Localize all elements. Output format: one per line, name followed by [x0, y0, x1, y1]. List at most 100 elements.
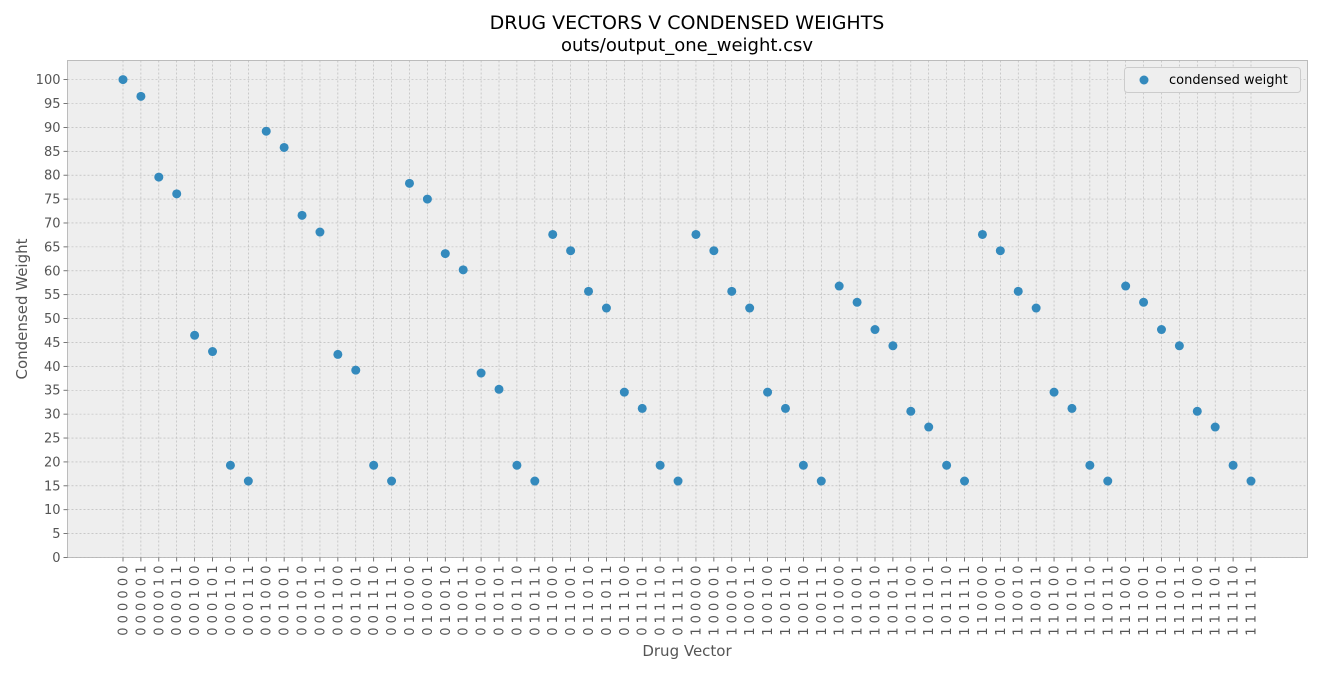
data-point [279, 142, 289, 152]
y-tick-label: 45 [44, 336, 61, 351]
data-point [1013, 286, 1023, 296]
data-point [906, 406, 916, 416]
data-point [1246, 476, 1256, 486]
y-tick-label: 15 [44, 479, 61, 494]
y-tick-label: 0 [52, 551, 60, 566]
y-tick-label: 30 [44, 408, 61, 423]
x-tick-label: 1 0 1 1 0 0 [904, 566, 919, 636]
data-point [655, 460, 665, 470]
chart-subtitle: outs/output_one_weight.csv [561, 35, 813, 56]
y-tick-label: 95 [44, 97, 61, 112]
x-tick-label: 1 1 0 1 0 1 [1065, 566, 1080, 636]
x-tick-label: 0 0 1 1 0 0 [331, 566, 346, 636]
y-tick-label: 55 [44, 288, 61, 303]
chart-title: DRUG VECTORS V CONDENSED WEIGHTS [490, 12, 885, 34]
y-tick-label: 70 [44, 216, 61, 231]
x-tick-label: 0 1 1 0 1 1 [600, 566, 615, 636]
data-point [351, 365, 361, 375]
y-tick-label: 80 [44, 169, 61, 184]
data-point [1085, 460, 1095, 470]
data-point [422, 194, 432, 204]
data-point [834, 281, 844, 291]
x-tick-label: 0 1 1 0 0 0 [546, 566, 561, 636]
data-point [1103, 476, 1113, 486]
data-point [709, 246, 719, 256]
data-point [1031, 303, 1041, 313]
x-tick-label: 0 0 0 0 1 1 [170, 566, 185, 636]
y-tick-label: 5 [52, 527, 60, 542]
data-point [727, 286, 737, 296]
x-tick-label: 0 1 0 0 1 0 [439, 566, 454, 636]
x-tick-label: 0 0 1 0 1 0 [296, 566, 311, 636]
x-tick-label: 1 1 0 1 1 0 [1083, 566, 1098, 636]
data-point [924, 422, 934, 432]
x-tick-label: 0 1 0 0 0 1 [421, 566, 436, 636]
data-point [404, 178, 414, 188]
x-axis-label: Drug Vector [642, 642, 732, 660]
data-point [870, 325, 880, 335]
x-tick-label: 1 1 0 0 0 0 [976, 566, 991, 636]
x-tick-label: 1 0 1 0 1 1 [886, 566, 901, 636]
x-tick-label: 0 1 0 1 0 1 [493, 566, 508, 636]
x-tick-label: 1 1 0 0 1 0 [1012, 566, 1027, 636]
data-point [458, 265, 468, 275]
x-tick-label: 1 1 1 1 0 1 [1209, 566, 1224, 636]
data-point [1121, 281, 1131, 291]
x-tick-label: 1 1 0 1 1 1 [1101, 566, 1116, 636]
x-tick-label: 1 0 1 0 0 1 [851, 566, 866, 636]
data-point [566, 246, 576, 256]
data-point [584, 286, 594, 296]
x-tick-label: 1 1 1 1 1 0 [1227, 566, 1242, 636]
data-point [1139, 297, 1149, 307]
x-tick-label: 1 0 1 0 0 0 [833, 566, 848, 636]
data-point [1156, 325, 1166, 335]
legend: condensed weight [1124, 67, 1301, 93]
x-tick-label: 0 1 1 1 0 0 [618, 566, 633, 636]
data-point [440, 249, 450, 259]
y-tick-label: 60 [44, 264, 61, 279]
x-tick-label: 0 0 0 1 1 1 [242, 566, 257, 636]
data-point [619, 387, 629, 397]
x-tick-label: 1 1 1 0 1 0 [1155, 566, 1170, 636]
data-point [297, 210, 307, 220]
x-tick-label: 0 0 1 1 0 1 [349, 566, 364, 636]
data-point [637, 403, 647, 413]
data-point [1174, 341, 1184, 351]
data-points [118, 75, 1256, 486]
x-tick-label: 1 1 1 1 1 1 [1245, 566, 1260, 636]
data-point [118, 75, 128, 85]
x-tick-label: 1 0 0 1 1 1 [815, 566, 830, 636]
data-point [745, 303, 755, 313]
y-tick-label: 90 [44, 121, 61, 136]
y-tick-label: 25 [44, 432, 61, 447]
x-tick-label: 0 0 1 1 1 1 [385, 566, 400, 636]
data-point [763, 387, 773, 397]
data-point [530, 476, 540, 486]
x-tick-label: 0 0 1 0 1 1 [313, 566, 328, 636]
data-point [816, 476, 826, 486]
data-point [852, 297, 862, 307]
data-point [154, 172, 164, 182]
y-axis-label: Condensed Weight [13, 238, 31, 379]
data-point [225, 460, 235, 470]
x-tick-label: 0 0 0 1 1 0 [224, 566, 239, 636]
x-tick-label: 0 1 0 0 0 0 [403, 566, 418, 636]
data-point [601, 303, 611, 313]
x-tick-label: 0 0 0 0 0 0 [117, 566, 132, 636]
data-point [261, 126, 271, 136]
data-point [798, 460, 808, 470]
data-point [243, 476, 253, 486]
x-tick-label: 0 0 0 0 0 1 [134, 566, 149, 636]
y-tick-label: 85 [44, 145, 61, 160]
data-point [387, 476, 397, 486]
data-point [1049, 387, 1059, 397]
x-tick-label: 0 0 1 1 1 0 [367, 566, 382, 636]
data-point [977, 229, 987, 239]
x-tick-label: 1 1 0 0 1 1 [1030, 566, 1045, 636]
data-point [512, 460, 522, 470]
data-point [780, 403, 790, 413]
data-point [995, 246, 1005, 256]
y-tick-label: 20 [44, 455, 61, 470]
data-point [172, 189, 182, 199]
